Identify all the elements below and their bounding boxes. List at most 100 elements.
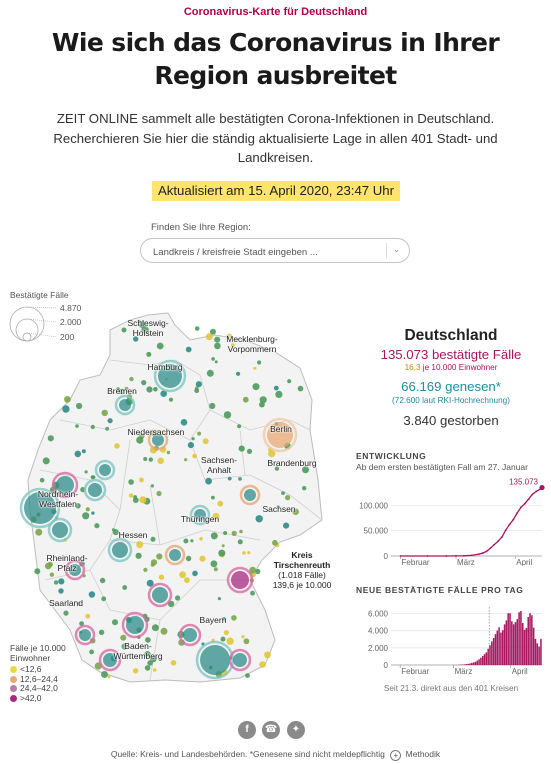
county-dot-large[interactable] [169,549,181,561]
whatsapp-share-button[interactable]: ☎ [262,721,280,739]
daily-bar[interactable] [514,622,517,665]
county-dot[interactable] [34,568,41,575]
county-dot-large[interactable] [267,422,293,448]
county-dot[interactable] [143,457,148,461]
region-search[interactable]: ⌄ [140,238,410,263]
county-dot[interactable] [221,544,225,548]
county-dot[interactable] [245,673,250,678]
daily-bar[interactable] [527,617,529,665]
county-dot[interactable] [191,437,195,441]
county-dot[interactable] [281,491,285,495]
daily-bar[interactable] [474,661,477,665]
daily-bar[interactable] [494,634,497,665]
county-dot[interactable] [195,381,202,388]
county-dot[interactable] [199,537,203,541]
daily-bar[interactable] [534,638,537,665]
county-dot[interactable] [237,539,243,545]
county-dot[interactable] [90,424,95,430]
county-dot[interactable] [88,591,96,598]
county-dot[interactable] [202,438,209,445]
daily-bar[interactable] [478,659,480,665]
county-dot[interactable] [249,566,257,574]
county-dot[interactable] [112,529,119,536]
county-dot[interactable] [210,328,216,335]
county-dot[interactable] [184,577,190,583]
county-dot[interactable] [213,567,218,572]
county-dot[interactable] [144,651,151,658]
region-search-input[interactable] [151,242,375,262]
county-dot[interactable] [99,577,106,584]
county-dot[interactable] [84,470,88,474]
daily-bar[interactable] [492,638,495,665]
county-dot-large[interactable] [79,629,91,641]
county-dot-large[interactable] [244,489,256,501]
county-dot[interactable] [217,500,224,507]
county-dot-large[interactable] [99,464,111,476]
county-dot[interactable] [283,522,290,529]
county-dot[interactable] [85,507,90,512]
county-dot-large[interactable] [194,509,206,521]
county-dot[interactable] [156,553,163,560]
county-dot[interactable] [212,512,220,521]
daily-bar[interactable] [512,624,515,665]
county-dot[interactable] [53,580,59,585]
daily-bar[interactable] [469,663,471,665]
county-dot[interactable] [151,624,159,632]
county-dot[interactable] [141,326,149,334]
county-dot[interactable] [297,385,304,392]
daily-bar[interactable] [500,632,502,665]
county-dot[interactable] [226,333,233,340]
county-dot[interactable] [64,396,71,403]
county-dot-large[interactable] [152,587,168,603]
daily-bar[interactable] [503,624,506,665]
plus-circle-icon[interactable]: + [390,750,402,761]
county-dot-large[interactable] [231,571,249,589]
cumulative-cases-chart[interactable]: 0 50.000 100.000 Februar März April 135.073 [356,474,548,566]
county-dot[interactable] [76,402,83,410]
county-dot[interactable] [146,351,152,357]
county-dot[interactable] [227,476,232,481]
facebook-share-button[interactable]: f [238,721,256,739]
county-dot[interactable] [47,561,53,568]
daily-bar[interactable] [476,660,479,665]
county-dot-large[interactable] [88,483,102,497]
latest-point[interactable] [539,484,545,491]
county-dot[interactable] [242,396,249,403]
county-dot[interactable] [183,538,189,544]
county-dot[interactable] [62,405,70,413]
county-dot[interactable] [105,426,109,431]
county-dot[interactable] [49,572,55,577]
daily-bar[interactable] [471,662,473,665]
county-dot[interactable] [85,613,91,619]
county-dot-large[interactable] [158,364,182,388]
daily-bar[interactable] [509,613,511,665]
county-dot[interactable] [133,336,139,342]
county-dot[interactable] [118,388,125,395]
county-dot[interactable] [170,660,177,666]
county-dot[interactable] [152,668,157,672]
county-dot[interactable] [77,602,81,606]
county-dot[interactable] [185,555,192,562]
county-dot[interactable] [139,496,147,504]
county-dot-large[interactable] [52,522,68,538]
county-dot[interactable] [255,568,261,575]
county-dot[interactable] [145,637,151,643]
daily-bar[interactable] [523,629,526,665]
county-dot[interactable] [128,493,134,498]
daily-bar[interactable] [507,613,509,665]
county-dot[interactable] [206,369,214,377]
county-dot[interactable] [250,590,255,596]
county-dot[interactable] [107,675,111,679]
county-dot[interactable] [253,366,257,370]
county-dot[interactable] [150,655,157,663]
county-dot[interactable] [292,508,299,515]
county-dot[interactable] [238,445,245,452]
county-dot[interactable] [231,530,237,536]
county-dot[interactable] [199,555,206,562]
county-dot[interactable] [211,357,215,361]
county-dot[interactable] [230,343,235,348]
county-dot[interactable] [146,386,153,393]
county-dot[interactable] [197,431,202,436]
county-dot[interactable] [150,536,156,542]
county-dot[interactable] [166,450,171,455]
